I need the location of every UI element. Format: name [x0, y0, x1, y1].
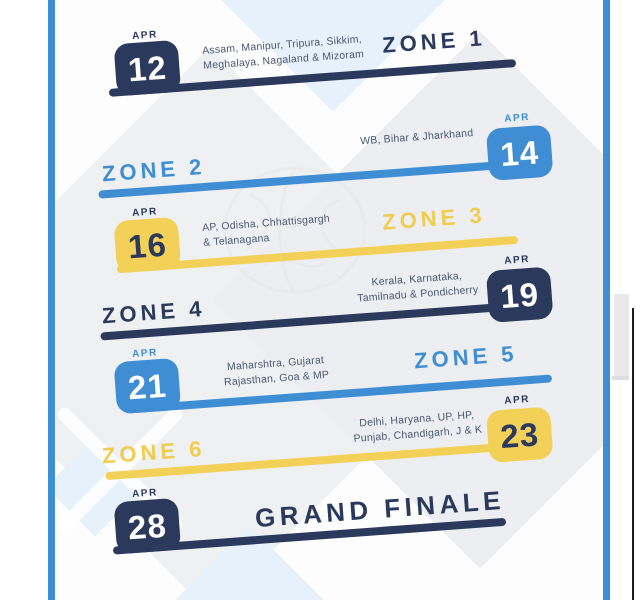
date-badge: 19: [485, 266, 554, 324]
regions-text: Assam, Manipur, Tripura, Sikkim, Meghala…: [201, 33, 365, 73]
regions-text: WB, Bihar & Jharkhand: [359, 127, 474, 148]
date-badge: 14: [485, 124, 554, 182]
side-gray-panel: [614, 294, 629, 376]
date-day: 14: [498, 132, 541, 173]
date-badge: 12: [113, 39, 182, 97]
side-gray-panel-edge: [612, 376, 629, 380]
regions-text: Delhi, Haryana, UP, HP, Punjab, Chandiga…: [353, 409, 483, 446]
date-day: 21: [126, 366, 168, 406]
left-accent-line: [48, 0, 55, 600]
date-day: 23: [498, 414, 541, 455]
zone-label: ZONE 6: [101, 435, 207, 469]
zone-label: ZONE 2: [101, 153, 207, 187]
date-day: 16: [126, 225, 168, 265]
regions-text: Kerala, Karnataka, Tamilnadu & Pondicher…: [356, 269, 479, 305]
zone-label: ZONE 4: [101, 295, 207, 329]
date-badge: 28: [113, 497, 182, 555]
date-day: 19: [498, 274, 541, 315]
date-badge: 23: [485, 406, 554, 464]
regions-text: Maharshtra, Gujarat Rajasthan, Goa & MP: [223, 354, 330, 389]
regions-text: AP, Odisha, Chhattisgargh & Telanagana: [201, 212, 331, 250]
zone-label: ZONE 3: [381, 202, 487, 235]
date-day: 28: [126, 506, 168, 546]
right-accent-line: [603, 0, 610, 600]
zone-label: ZONE 1: [381, 25, 487, 58]
side-dark-line: [632, 308, 634, 600]
date-day: 12: [126, 48, 168, 88]
zone-label: ZONE 5: [413, 340, 519, 374]
